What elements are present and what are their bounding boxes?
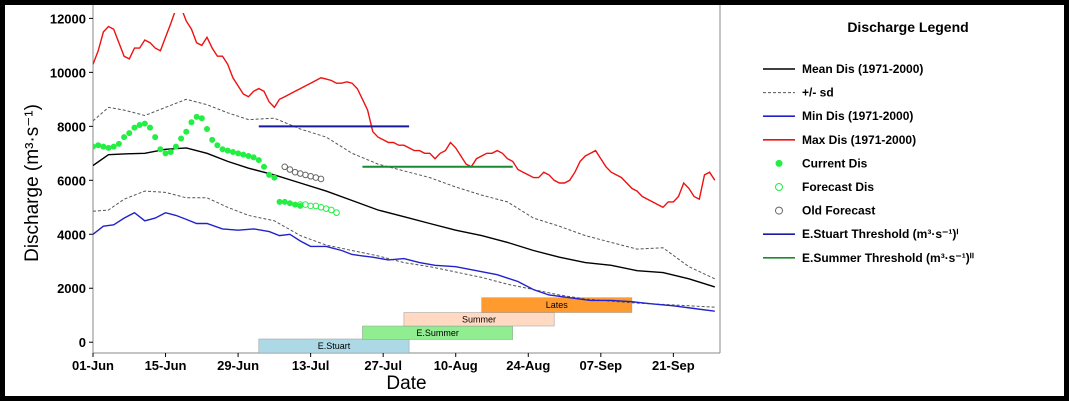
x-tick-label: 01-Jun — [72, 358, 114, 373]
current-dis-point — [110, 143, 117, 150]
current-dis-point — [126, 130, 133, 137]
y-tick-label: 4000 — [57, 227, 86, 242]
legend-label: Old Forecast — [802, 204, 875, 218]
legend-swatch-circle — [775, 206, 783, 215]
legend-label: Forecast Dis — [802, 180, 874, 194]
x-tick-label: 24-Aug — [506, 358, 550, 373]
legend-swatch-dot — [775, 159, 783, 167]
current-dis-point — [115, 140, 122, 147]
current-dis-point — [245, 153, 252, 160]
y-tick-label: 12000 — [50, 11, 86, 26]
season-box — [481, 297, 633, 313]
series-line — [93, 211, 715, 312]
series-line — [93, 147, 716, 288]
x-tick-label: 15-Jun — [145, 358, 187, 373]
forecast-dis-point — [333, 209, 340, 216]
current-dis-point — [271, 174, 278, 181]
current-dis-point — [255, 157, 262, 164]
old-forecast-point — [317, 175, 325, 183]
x-tick-label: 21-Sep — [652, 358, 695, 373]
legend-label: E.Stuart Threshold (m³·s⁻¹)ⁱ — [802, 227, 958, 241]
current-dis-point — [147, 124, 153, 131]
season-label: E.Stuart — [318, 341, 351, 351]
current-dis-point — [193, 113, 200, 120]
current-dis-point — [167, 148, 174, 155]
current-dis-point — [209, 136, 216, 143]
y-tick-label: 6000 — [57, 173, 86, 188]
current-dis-point — [224, 147, 231, 154]
current-dis-point — [93, 143, 96, 150]
current-dis-point — [178, 135, 185, 142]
x-tick-label: 27-Jul — [364, 358, 402, 373]
current-dis-point — [188, 119, 195, 126]
current-dis-point — [250, 154, 257, 161]
current-dis-point — [100, 143, 107, 150]
chart-frame: 0 2000 4000 6000 8000 10000 12000 01-Jun 15-Jun 2… — [5, 5, 1064, 396]
current-dis-point — [292, 201, 299, 208]
legend-label: Current Dis — [802, 156, 868, 170]
y-tick-label: 2000 — [57, 281, 86, 296]
legend-title: Discharge Legend — [847, 19, 968, 35]
current-dis-point — [214, 142, 221, 149]
current-dis-point — [172, 143, 179, 150]
current-dis-point — [121, 134, 128, 141]
discharge-chart: 0 2000 4000 6000 8000 10000 12000 01-Jun 15-Jun 2… — [22, 5, 974, 394]
current-dis-point — [286, 200, 293, 207]
legend-label: +/- sd — [802, 86, 834, 100]
y-tick-label: 10000 — [50, 65, 86, 80]
series-line — [93, 13, 716, 209]
old-forecast-point — [281, 163, 289, 171]
current-dis-point — [162, 150, 169, 157]
current-dis-point — [235, 150, 242, 157]
current-dis-point — [136, 121, 143, 128]
legend-label: Max Dis (1971-2000) — [802, 133, 916, 147]
season-label: E.Summer — [416, 328, 459, 338]
season-label: Lates — [546, 300, 569, 310]
x-tick-label: 29-Jun — [217, 358, 259, 373]
forecast-dis-point — [328, 206, 335, 214]
current-dis-point — [266, 171, 273, 178]
current-dis-point — [276, 198, 283, 205]
season-box — [403, 312, 555, 327]
current-dis-point — [157, 146, 164, 153]
season-label: Summer — [462, 314, 496, 324]
current-dis-point — [219, 146, 226, 153]
legend-label: E.Summer Threshold (m³·s⁻¹)ⁱⁱ — [802, 251, 974, 265]
y-tick-label: 8000 — [57, 119, 86, 134]
legend-label: Min Dis (1971-2000) — [802, 109, 913, 123]
current-dis-point — [261, 163, 267, 170]
legend-swatch-circle — [775, 183, 783, 191]
x-tick-label: 13-Jul — [292, 358, 330, 373]
current-dis-point — [95, 142, 102, 149]
current-dis-point — [204, 126, 210, 133]
legend-label: Mean Dis (1971-2000) — [802, 62, 923, 76]
y-axis-title: Discharge (m³·s⁻¹) — [22, 104, 43, 262]
series-line — [93, 190, 715, 308]
x-axis-title: Date — [386, 373, 426, 394]
x-tick-label: 07-Sep — [579, 358, 622, 373]
current-dis-point — [131, 124, 138, 131]
current-dis-point — [281, 198, 288, 205]
y-tick-label: 0 — [79, 335, 86, 350]
x-tick-label: 10-Aug — [434, 358, 478, 373]
current-dis-point — [141, 120, 148, 127]
series-line — [93, 98, 716, 280]
old-forecast-point — [286, 166, 294, 173]
current-dis-point — [152, 134, 159, 141]
current-dis-point — [229, 148, 236, 155]
season-box — [258, 338, 410, 353]
current-dis-point — [198, 115, 205, 122]
current-dis-point — [183, 128, 190, 135]
current-dis-point — [105, 144, 112, 151]
current-dis-point — [240, 151, 247, 158]
